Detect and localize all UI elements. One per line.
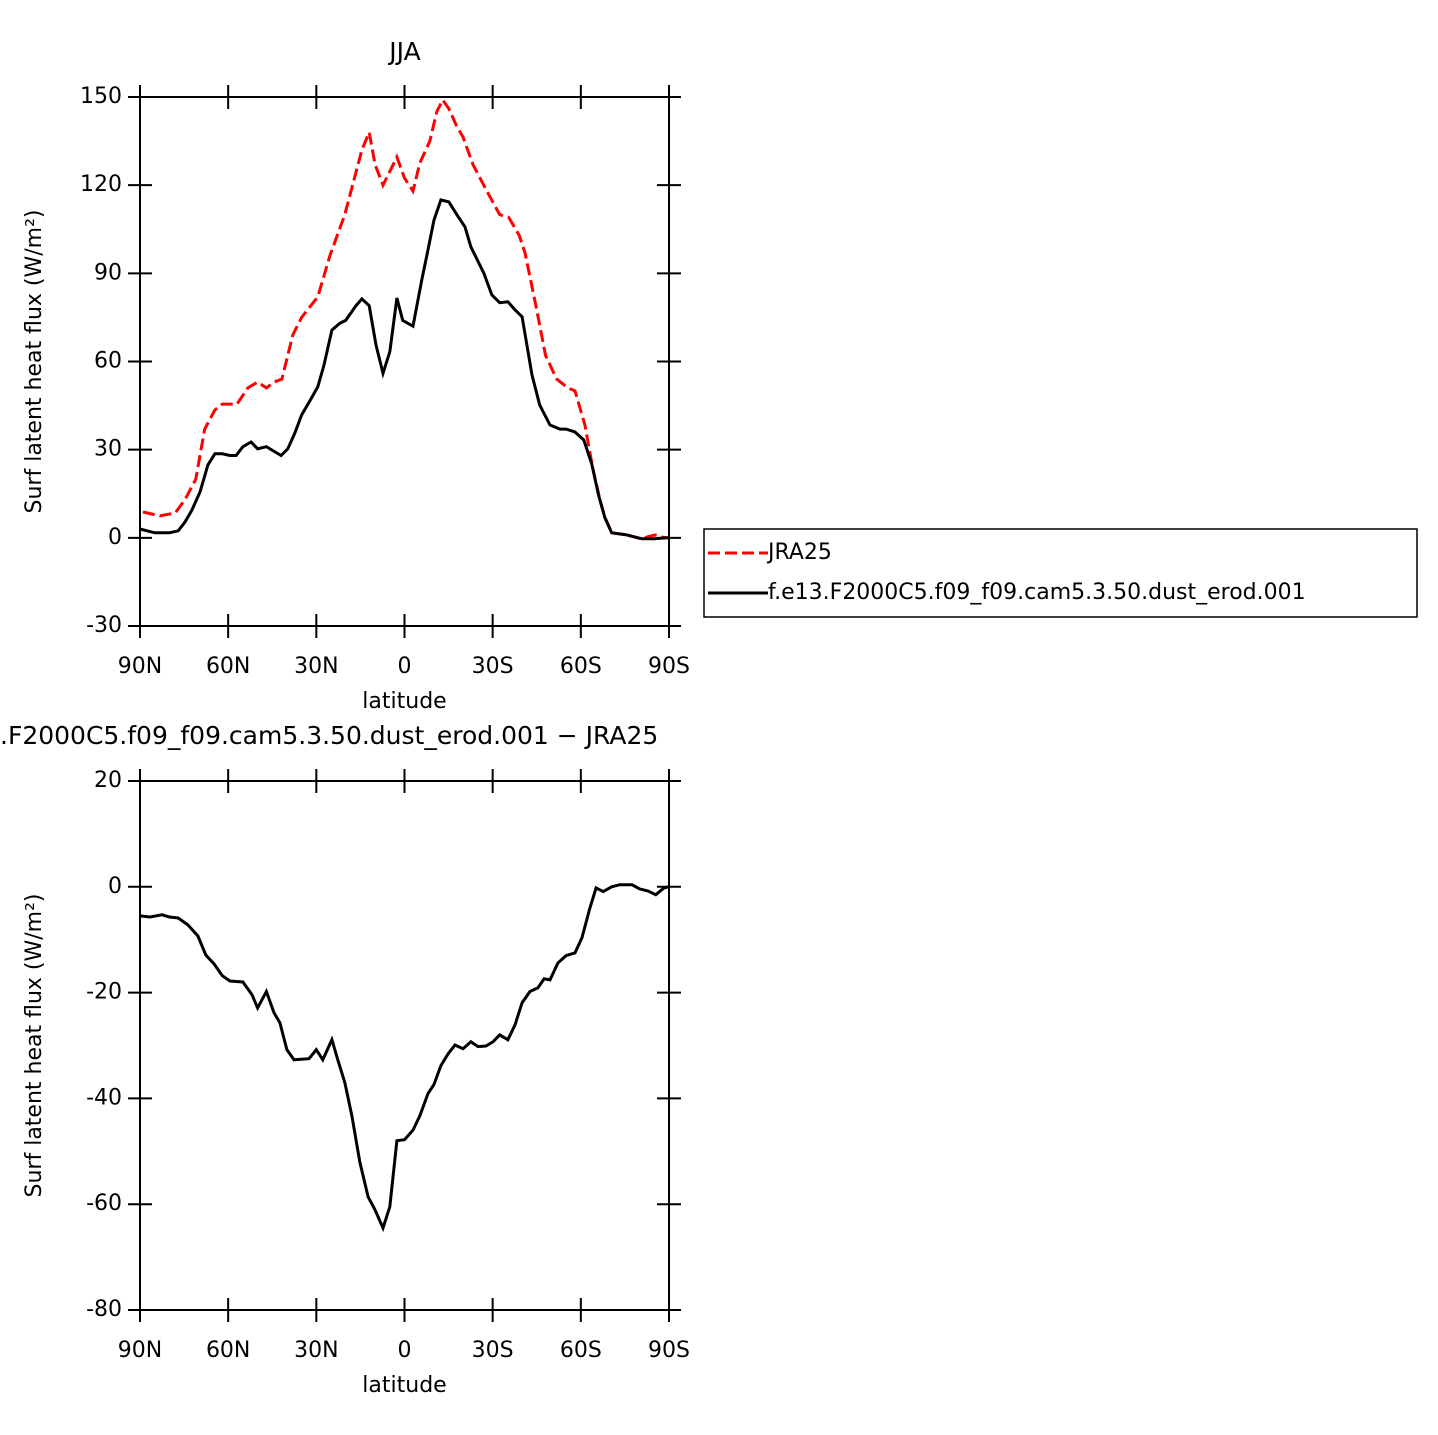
x-tick-label: 60N (206, 1338, 250, 1363)
y-tick-label: 0 (108, 874, 122, 899)
x-tick-label: 90S (648, 654, 690, 679)
y-axis-label: Surf latent heat flux (W/m²) (22, 210, 47, 514)
chart-title: .F2000C5.f09_f09.cam5.3.50.dust_erod.001… (0, 721, 658, 750)
y-tick-label: -30 (86, 613, 122, 638)
x-axis-label: latitude (362, 689, 446, 714)
legend-label: JRA25 (766, 540, 832, 565)
y-tick-label: 30 (94, 437, 122, 462)
y-tick-label: 20 (94, 768, 122, 793)
x-tick-label: 90S (648, 1338, 690, 1363)
x-axis-label: latitude (362, 1373, 446, 1398)
data-line (142, 96, 668, 541)
x-tick-label: 90N (118, 1338, 162, 1363)
x-tick-label: 0 (398, 654, 412, 679)
x-tick-label: 60S (560, 654, 602, 679)
y-tick-label: -20 (86, 980, 122, 1005)
chart-title: JJA (387, 37, 420, 66)
x-tick-label: 30S (472, 1338, 514, 1363)
plot-frame (139, 780, 670, 1311)
y-tick-label: 0 (108, 525, 122, 550)
x-tick-label: 30S (472, 654, 514, 679)
y-tick-label: 120 (80, 172, 122, 197)
x-tick-label: 60S (560, 1338, 602, 1363)
x-tick-label: 30N (294, 654, 338, 679)
x-tick-label: 60N (206, 654, 250, 679)
data-line (139, 198, 668, 541)
data-line (139, 883, 670, 1233)
y-axis-label: Surf latent heat flux (W/m²) (22, 894, 47, 1198)
x-tick-label: 0 (398, 1338, 412, 1363)
x-tick-label: 90N (118, 654, 162, 679)
y-tick-label: -40 (86, 1085, 122, 1110)
y-tick-label: 150 (80, 84, 122, 109)
y-tick-label: 90 (94, 260, 122, 285)
legend-box (703, 528, 1418, 618)
y-tick-label: -60 (86, 1191, 122, 1216)
y-tick-label: -80 (86, 1297, 122, 1322)
y-tick-label: 60 (94, 349, 122, 374)
x-tick-label: 30N (294, 1338, 338, 1363)
legend-label: f.e13.F2000C5.f09_f09.cam5.3.50.dust_ero… (768, 580, 1306, 605)
